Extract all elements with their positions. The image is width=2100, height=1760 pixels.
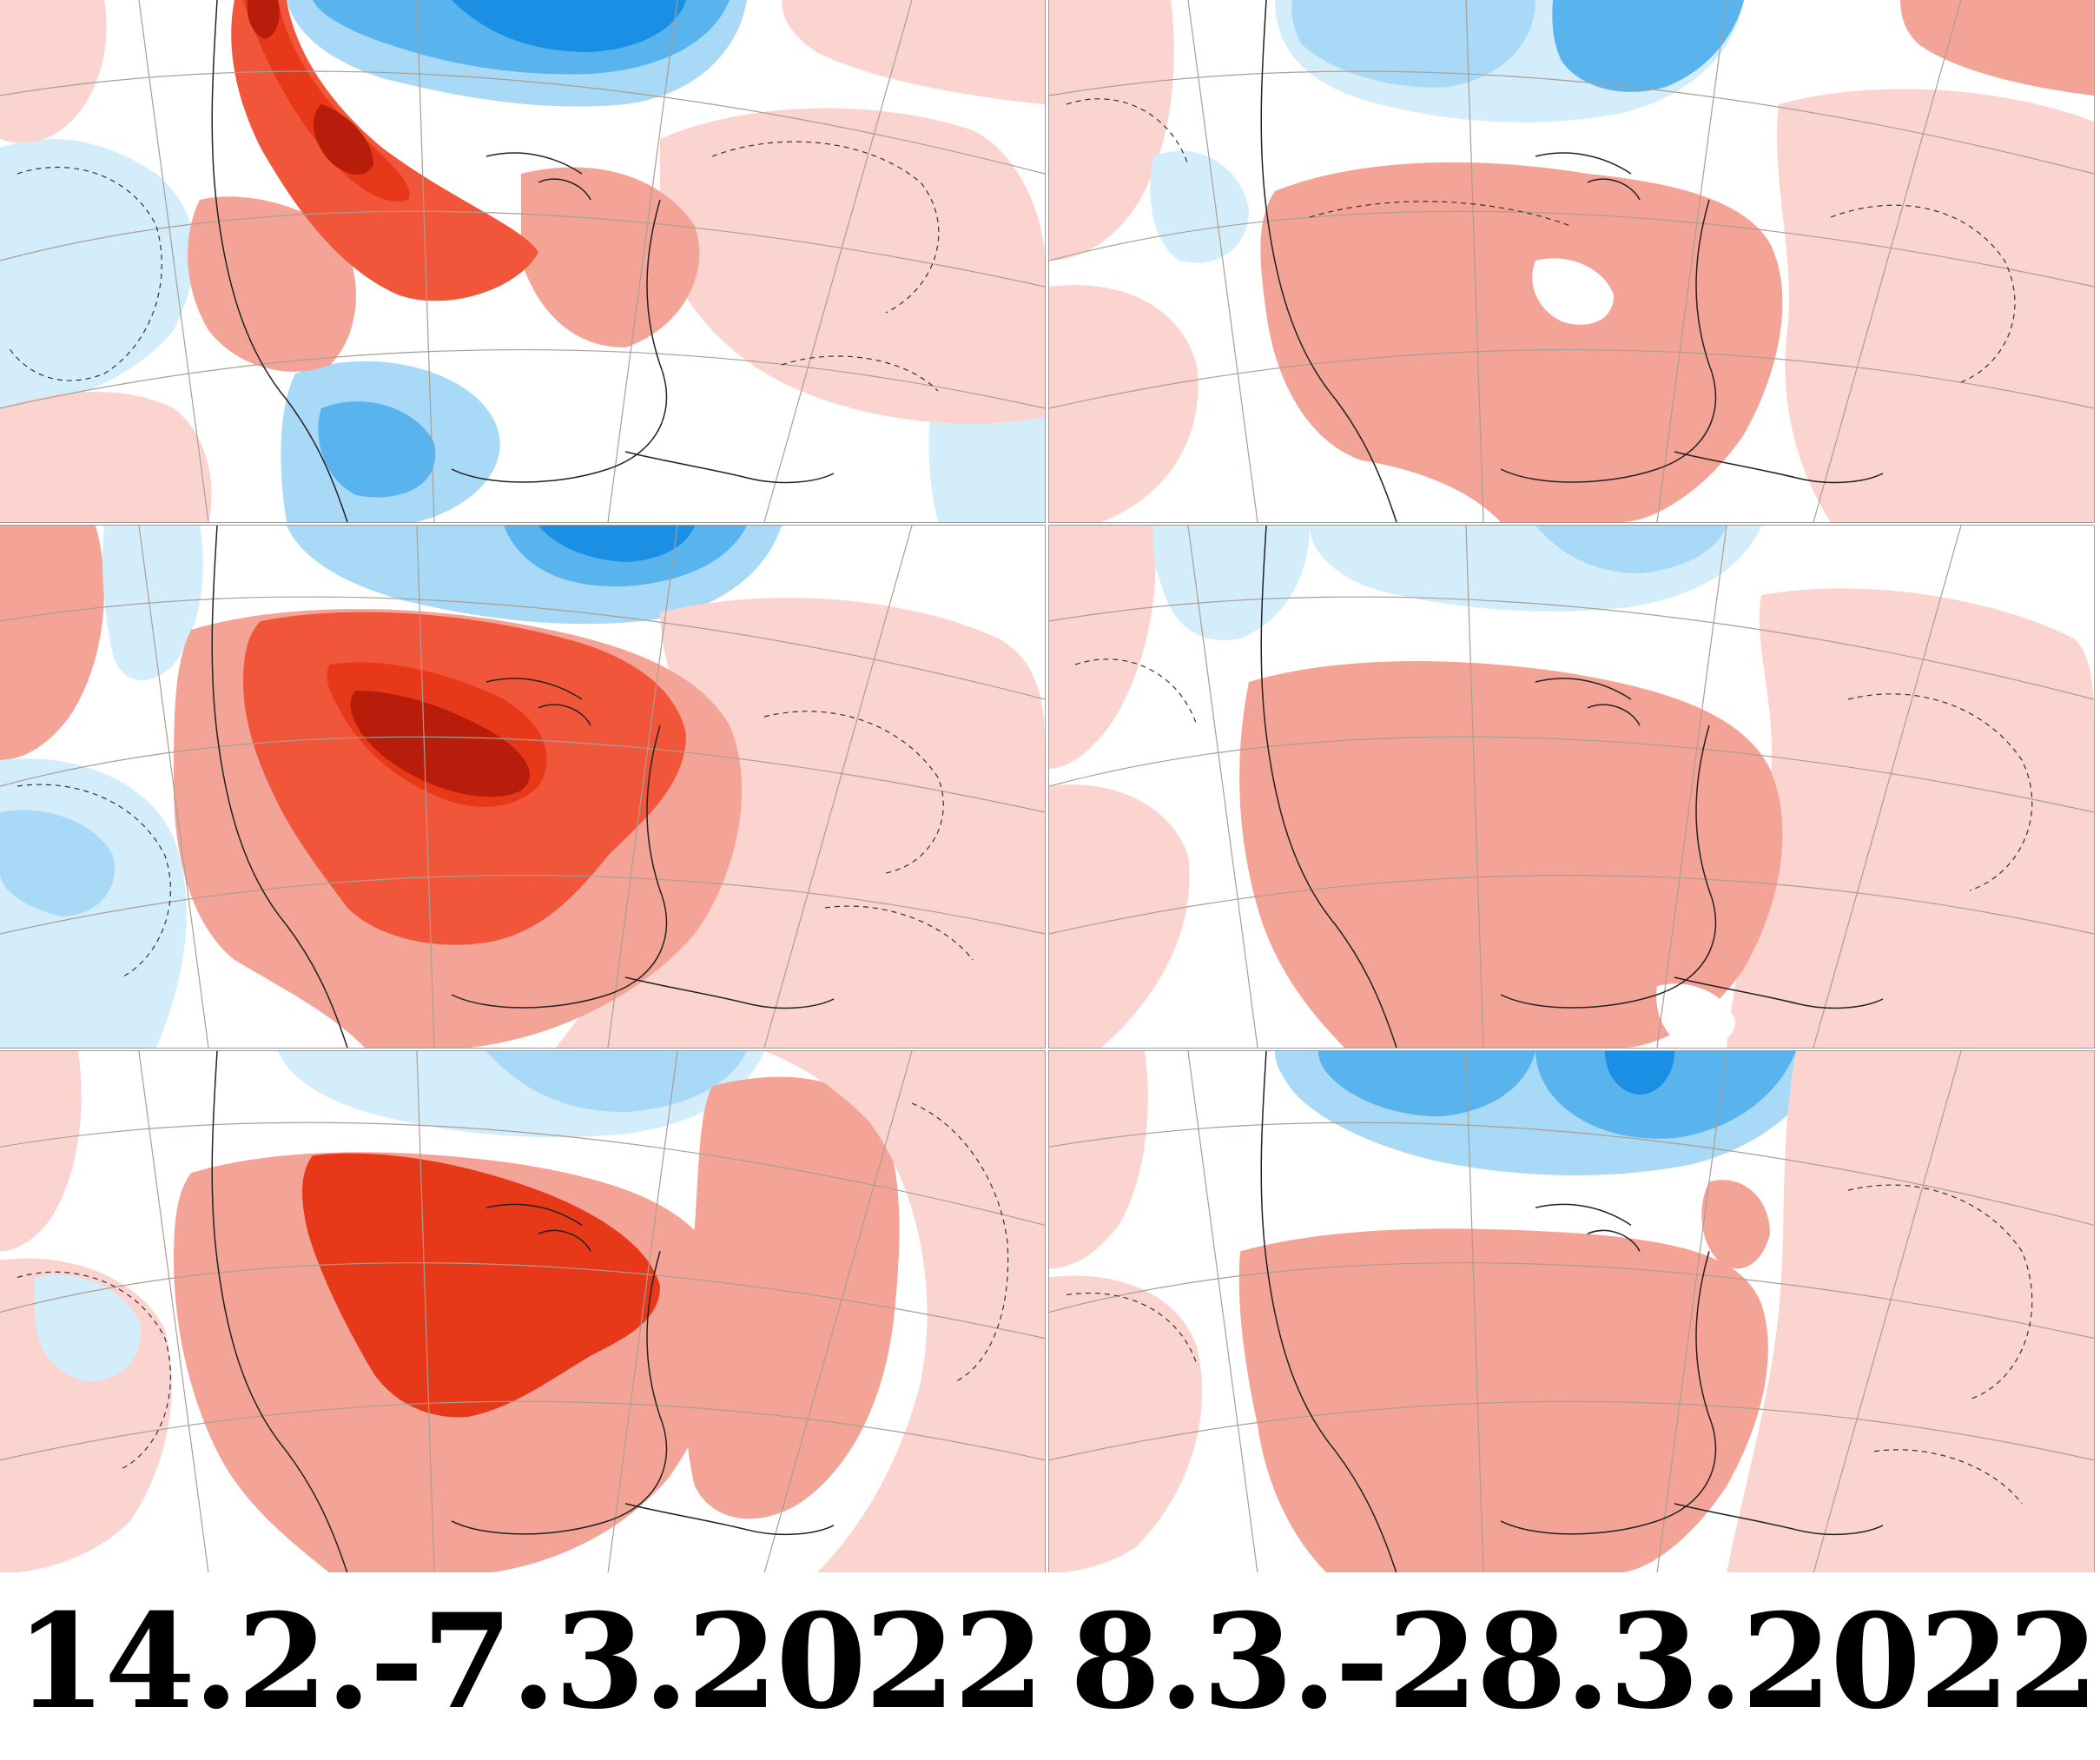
- cold-strong-area: [1605, 1051, 1674, 1095]
- warm-dark-area: [313, 104, 373, 175]
- cold-mid-area: [1535, 1051, 1796, 1139]
- warm-pale-area: [1727, 588, 2094, 1048]
- coastlines: [211, 0, 835, 522]
- period-label-bar: [0, 1572, 2100, 1760]
- coastlines: [1260, 0, 1884, 522]
- cold-light-area: [0, 810, 115, 916]
- cold-light-area: [1291, 0, 1535, 88]
- coastlines: [211, 1051, 835, 1573]
- zero-contour-lines: [1066, 98, 2016, 383]
- warm-pale-area: [782, 0, 1045, 104]
- anomaly-map: [0, 0, 1045, 522]
- warm-pale-area: [0, 1051, 82, 1252]
- map-panel-row3-left: [0, 1050, 1046, 1574]
- warm-light-area: [1238, 1228, 1768, 1573]
- map-panel-row1-right: [1048, 0, 2095, 523]
- anomaly-map-grid: [0, 0, 2095, 1574]
- cold-strong-area: [452, 0, 686, 52]
- cold-pale-area: [35, 1274, 141, 1382]
- graticule-lines: [0, 0, 1045, 522]
- warm-dark-area: [247, 0, 280, 39]
- period-label-left: 14.2.-7.3.2022: [16, 1585, 1044, 1738]
- warm-pale-area: [1049, 784, 1190, 1048]
- warm-dark-area: [350, 691, 530, 797]
- warm-light-area: [188, 196, 356, 372]
- zero-contour-lines: [8, 141, 940, 392]
- map-panel-row2-right: [1048, 525, 2095, 1049]
- coastlines: [211, 526, 835, 1048]
- coastlines: [1260, 526, 1884, 1048]
- warm-pale-area: [1049, 1051, 1148, 1269]
- warm-light-area: [1701, 1180, 1770, 1269]
- zero-contour-lines: [1074, 658, 2033, 891]
- cold-pale-area: [1150, 150, 1249, 263]
- zero-contour-lines: [1066, 1184, 2033, 1505]
- warm-strong-area: [302, 1153, 660, 1418]
- neutral-area: [1532, 258, 1614, 325]
- warm-pale-area: [0, 392, 212, 522]
- warm-pale-area: [1049, 0, 1174, 261]
- map-panel-row2-left: [0, 525, 1046, 1049]
- warm-pale-area: [1049, 526, 1156, 769]
- warm-light-area: [0, 526, 104, 760]
- warm-light-area: [521, 167, 700, 347]
- graticule-lines: [1049, 0, 2094, 522]
- cold-light-area: [486, 1051, 747, 1113]
- anomaly-map: [0, 1051, 1045, 1573]
- period-label-right: 8.3.-28.3.2022: [1070, 1585, 2098, 1738]
- warm-pale-area: [764, 1051, 1045, 1573]
- warm-pale-area: [1049, 1275, 1203, 1573]
- warm-pale-area: [1727, 1051, 2094, 1573]
- anomaly-map: [0, 526, 1045, 1048]
- warm-pale-area: [660, 108, 1045, 424]
- cold-light-area: [1535, 526, 1727, 573]
- graticule-lines: [1049, 1051, 2094, 1573]
- map-panel-row1-left: [0, 0, 1046, 523]
- warm-pale-area: [1776, 89, 2094, 522]
- warm-light-area: [684, 1076, 900, 1519]
- anomaly-map: [1049, 0, 2094, 522]
- cold-mid-area: [1318, 1051, 1535, 1117]
- graticule-lines: [0, 526, 1045, 1048]
- map-panel-row3-right: [1048, 1050, 2095, 1574]
- anomaly-map: [1049, 526, 2094, 1048]
- anomaly-map: [1049, 1051, 2094, 1573]
- neutral-area: [1656, 983, 1735, 1048]
- warm-light-area: [1239, 661, 1783, 1048]
- warm-light-area: [1900, 0, 2094, 96]
- graticule-lines: [1049, 526, 2094, 1048]
- cold-mid-area: [1552, 0, 1744, 92]
- coastlines: [1260, 1051, 1884, 1573]
- graticule-lines: [0, 1051, 1045, 1573]
- warm-light-area: [1260, 162, 1783, 522]
- cold-pale-area: [0, 139, 195, 417]
- zero-contour-lines: [17, 711, 974, 978]
- zero-contour-lines: [17, 1102, 1009, 1470]
- warm-pale-area: [0, 0, 107, 143]
- warm-pale-area: [1049, 285, 1199, 522]
- cold-mid-area: [318, 401, 436, 498]
- cold-strong-area: [538, 526, 695, 562]
